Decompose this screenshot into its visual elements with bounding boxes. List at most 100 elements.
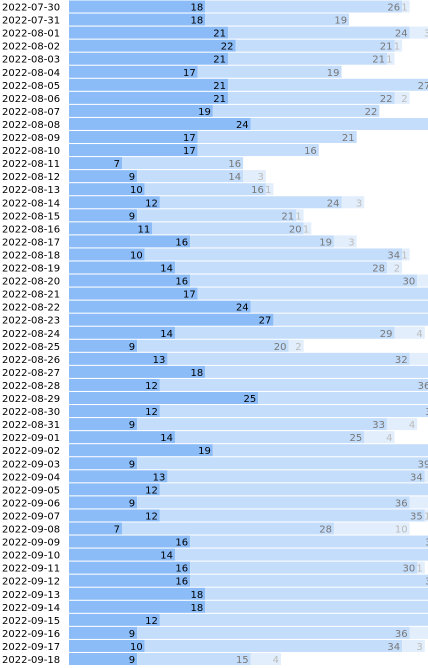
value-label-1: 18	[191, 590, 204, 601]
value-label-2: 36	[395, 629, 408, 640]
bar-segment-2	[205, 587, 428, 600]
value-label-1: 11	[138, 224, 151, 235]
category-label: 2022-08-26	[2, 355, 60, 366]
bar-row: 2022-08-13 10 16 1	[2, 183, 274, 196]
bar-segment-2	[227, 78, 428, 91]
value-label-1: 9	[129, 420, 135, 431]
bar-segment-2	[273, 313, 428, 326]
value-label-3: 2	[295, 342, 301, 353]
category-label: 2022-08-09	[2, 133, 60, 144]
category-label: 2022-08-03	[2, 55, 60, 66]
value-label-1: 13	[153, 355, 166, 366]
value-label-1: 12	[145, 198, 158, 209]
bar-row: 2022-08-03 21 21 1	[2, 52, 395, 66]
bar-row: 2022-09-039393	[2, 457, 428, 470]
value-label-1: 25	[244, 394, 257, 405]
value-label-2: 21	[342, 133, 355, 144]
bar-row: 2022-08-10 17 16	[2, 144, 319, 157]
bar-segment-2	[174, 326, 395, 339]
category-label: 2022-09-13	[2, 590, 60, 601]
category-label: 2022-08-04	[2, 68, 60, 79]
bar-segment-1	[69, 483, 160, 496]
bar-segment-2	[144, 248, 403, 261]
value-label-2: 20	[289, 224, 302, 235]
bar-segment-1	[69, 104, 213, 117]
category-label: 2022-09-11	[2, 564, 60, 575]
bar-row: 2022-08-2718423	[2, 365, 428, 379]
bar-row: 2022-08-18 10 34 1	[2, 248, 410, 261]
bar-segment-1	[69, 39, 236, 52]
value-label-1: 27	[259, 316, 272, 327]
bar-segment-3	[417, 561, 425, 574]
bar-segment-2	[137, 339, 289, 352]
bar-segment-2	[174, 431, 365, 444]
value-label-1: 16	[175, 577, 188, 588]
bar-segment-1	[69, 65, 198, 78]
value-label-3: 4	[409, 420, 415, 431]
value-label-1: 10	[130, 250, 143, 261]
value-label-1: 9	[129, 629, 135, 640]
bar-segment-2	[190, 274, 418, 287]
category-label: 2022-08-10	[2, 146, 60, 157]
bar-segment-2	[212, 104, 380, 117]
value-label-2: 28	[319, 525, 332, 536]
category-label: 2022-09-17	[2, 642, 60, 653]
bar-segment-1	[69, 222, 153, 235]
value-label-3: 1	[394, 42, 400, 53]
bar-segment-1	[69, 287, 198, 300]
category-label: 2022-08-24	[2, 329, 60, 340]
bar-segment-1	[69, 248, 145, 261]
value-label-2: 32	[395, 355, 408, 366]
bar-segment-1	[69, 457, 138, 470]
value-label-1: 17	[183, 290, 196, 301]
bar-row: 2022-09-01 14 25 4	[2, 431, 395, 444]
value-label-2: 16	[304, 146, 317, 157]
value-label-1: 17	[183, 146, 196, 157]
bar-segment-3	[409, 26, 428, 39]
bar-row: 2022-08-09 17 21	[2, 131, 357, 144]
bar-row: 2022-08-04 17 19	[2, 65, 342, 79]
bar-segment-2	[159, 483, 428, 496]
category-label: 2022-09-15	[2, 616, 60, 627]
value-label-3: 1	[303, 224, 309, 235]
bar-row: 2022-07-31 18 19	[2, 13, 350, 27]
value-label-1: 21	[213, 29, 226, 40]
bar-segment-1	[69, 365, 206, 378]
bar-row: 2022-09-069364	[2, 496, 428, 509]
bar-row: 2022-09-18 9 15 4	[2, 653, 281, 666]
bar-segment-1	[69, 444, 213, 457]
bar-segment-2	[137, 209, 297, 222]
bar-segment-1	[69, 470, 168, 483]
bar-row: 2022-08-11 7 16	[2, 157, 244, 170]
value-label-2: 21	[380, 42, 393, 53]
bar-segment-2	[159, 509, 425, 522]
bar-segment-2	[121, 522, 334, 535]
bar-segment-2	[159, 613, 428, 626]
bar-segment-1	[69, 574, 191, 587]
bar-segment-2	[137, 626, 410, 639]
bar-segment-2	[159, 405, 428, 418]
value-label-2: 33	[425, 577, 428, 588]
bar-segment-2	[197, 131, 357, 143]
value-label-3: 4	[273, 655, 279, 666]
bar-segment-1	[69, 378, 160, 391]
category-label: 2022-08-02	[2, 42, 60, 53]
value-label-1: 18	[191, 16, 204, 27]
value-label-2: 36	[418, 381, 428, 392]
bar-row: 2022-09-0219343	[2, 444, 428, 457]
bar-row: 2022-09-0916336	[2, 535, 428, 549]
bar-segment-1	[69, 326, 175, 339]
value-label-2: 16	[251, 185, 264, 196]
bar-segment-3	[409, 496, 428, 509]
bar-row: 2022-08-2613324	[2, 352, 428, 366]
value-label-1: 18	[191, 603, 204, 614]
category-label: 2022-07-30	[2, 3, 60, 14]
category-label: 2022-08-25	[2, 342, 60, 353]
bar-segment-1	[69, 392, 259, 404]
value-label-3: 2	[401, 94, 407, 105]
value-label-1: 14	[160, 264, 173, 275]
value-label-2: 19	[319, 237, 332, 248]
bar-row: 2022-08-01 21 24 3	[2, 26, 428, 40]
category-label: 2022-08-08	[2, 120, 60, 131]
